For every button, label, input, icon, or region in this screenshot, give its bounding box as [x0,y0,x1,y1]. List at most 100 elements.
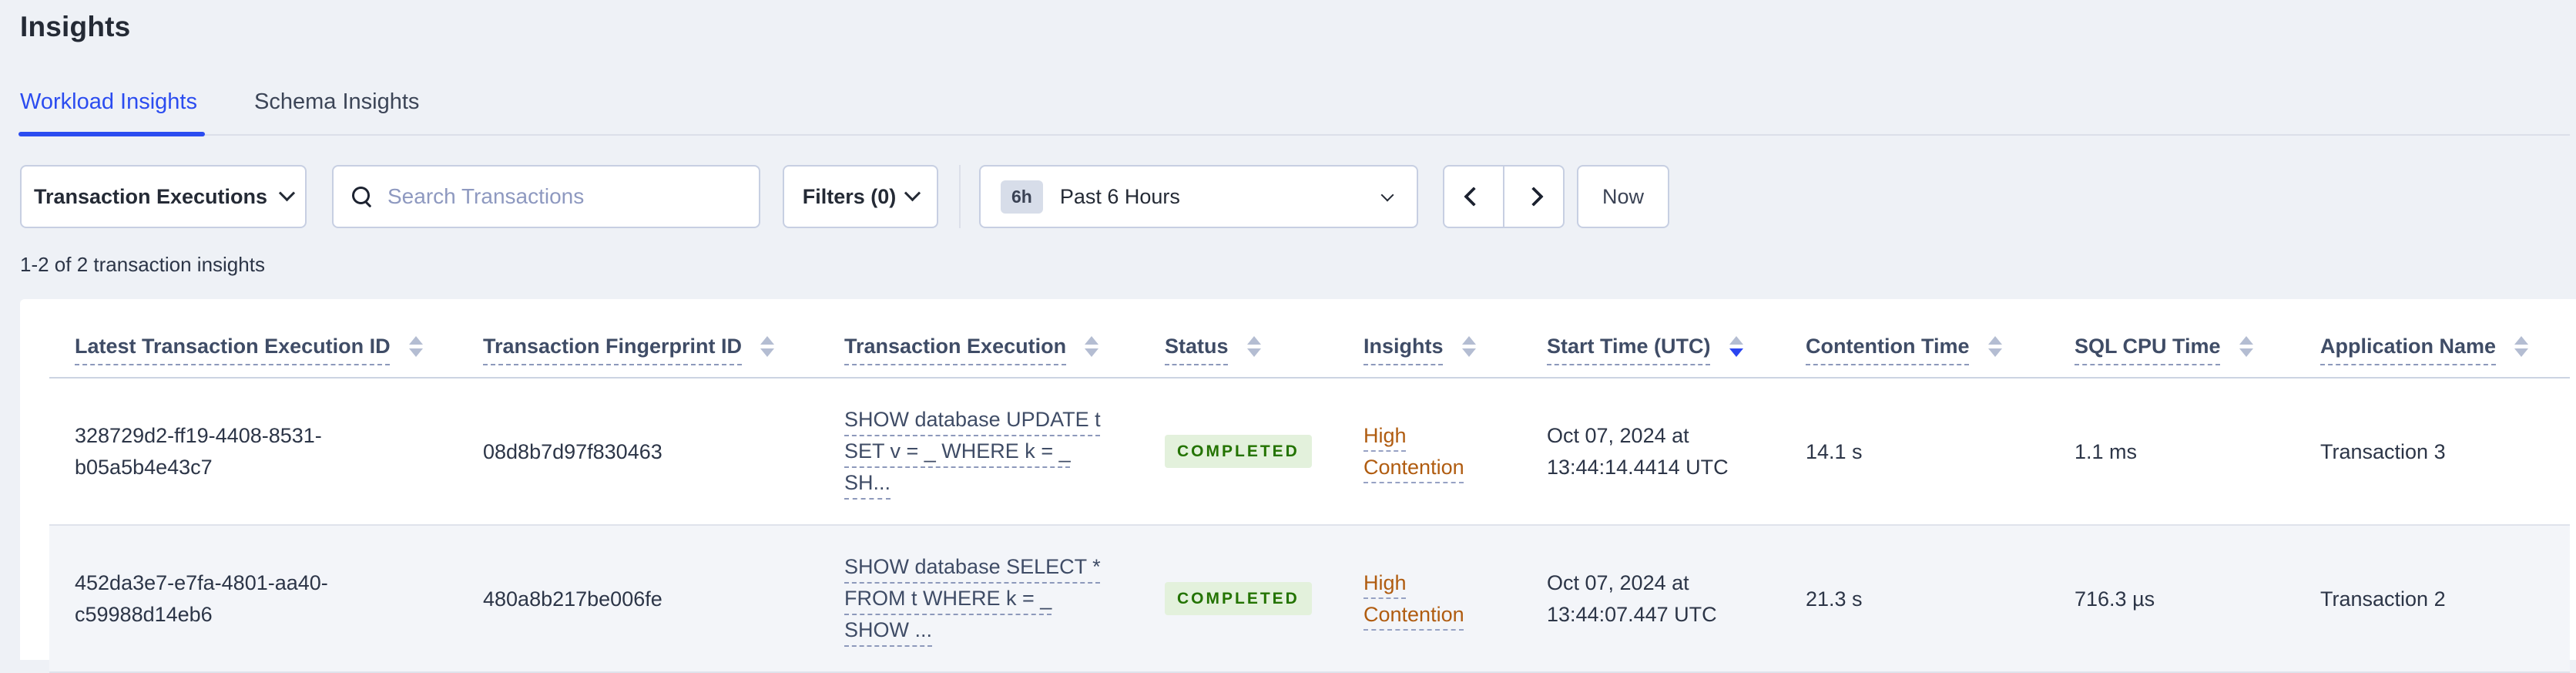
sort-descending-triangle-icon [408,348,423,357]
column-header-fingerprint_id[interactable]: Transaction Fingerprint ID [458,335,819,358]
results-summary: 1-2 of 2 transaction insights [20,253,265,276]
column-header-label: SQL CPU Time [2075,335,2221,358]
workload-type-select[interactable]: Transaction Executions [20,165,307,228]
sort-icon[interactable] [1085,336,1099,357]
table-body: 328729d2-ff19-4408-8531-b05a5b4e43c7 08d… [49,379,2570,673]
table-row: 452da3e7-e7fa-4801-aa40-c59988d14eb6 480… [49,526,2570,673]
sort-icon[interactable] [1461,336,1476,357]
toolbar-divider [959,165,961,228]
cell-start-time: Oct 07, 2024 at 13:44:07.447 UTC [1547,570,1717,626]
chevron-down-icon [904,184,921,201]
column-header-label: Latest Transaction Execution ID [75,335,391,358]
sort-ascending-triangle-icon [2239,336,2253,345]
previous-window-button[interactable] [1444,167,1503,227]
time-range-picker[interactable]: 6h Past 6 Hours [979,165,1418,228]
time-range-label: Past 6 Hours [1059,184,1180,208]
sort-icon[interactable] [2239,336,2253,357]
column-header-label: Application Name [2320,335,2497,358]
status-badge: COMPLETED [1165,582,1312,616]
cell-latest-execution-id: 328729d2-ff19-4408-8531-b05a5b4e43c7 [75,423,322,479]
sort-descending-triangle-icon [1987,348,2002,357]
cell-sql-cpu-time: 1.1 ms [2075,439,2138,463]
sort-ascending-triangle-icon [1085,336,1099,345]
column-header-label: Transaction Execution [844,335,1067,358]
search-input[interactable] [386,183,740,210]
sort-descending-triangle-icon [1729,348,1743,357]
insight-link[interactable]: High Contention [1363,570,1464,626]
sort-icon[interactable] [1246,336,1261,357]
sort-descending-triangle-icon [2514,348,2529,357]
filters-button[interactable]: Filters (0) [783,165,938,228]
page-title: Insights [20,11,131,42]
column-header-insights[interactable]: Insights [1338,335,1521,358]
cell-fingerprint-id: 480a8b217be006fe [483,587,662,611]
column-header-label: Start Time (UTC) [1547,335,1711,358]
column-header-sql_cpu_time[interactable]: SQL CPU Time [2049,335,2295,358]
sort-ascending-triangle-icon [1987,336,2002,345]
tab-schema-insights[interactable]: Schema Insights [254,89,420,114]
table-header-row: Latest Transaction Execution ID Transact… [49,299,2570,379]
tab-bar: Workload Insights Schema Insights [0,83,2576,139]
insights-table-card: Latest Transaction Execution ID Transact… [20,299,2576,673]
cell-fingerprint-id: 08d8b7d97f830463 [483,439,662,463]
sort-ascending-triangle-icon [760,336,775,345]
cell-start-time: Oct 07, 2024 at 13:44:14.4414 UTC [1547,423,1729,479]
cell-sql-cpu-time: 716.3 µs [2075,587,2155,611]
sort-icon[interactable] [760,336,775,357]
search-container[interactable] [332,165,760,228]
status-badge: COMPLETED [1165,435,1312,469]
column-header-status[interactable]: Status [1139,335,1338,358]
cell-transaction-execution: SHOW database SELECT * FROM t WHERE k = … [819,551,1139,646]
pager-divider [1503,167,1504,227]
cell-insights: High Contention [1338,567,1521,631]
active-tab-indicator [18,132,205,136]
sort-ascending-triangle-icon [2514,336,2529,345]
cell-contention-time: 14.1 s [1806,439,1863,463]
cell-application-name: Transaction 3 [2320,439,2446,463]
cell-status: COMPLETED [1139,435,1338,469]
insight-link[interactable]: High Contention [1363,423,1464,479]
column-header-label: Insights [1363,335,1444,358]
column-header-application_name[interactable]: Application Name [2295,335,2570,358]
sort-descending-triangle-icon [1246,348,1261,357]
column-header-label: Status [1165,335,1229,358]
sort-descending-triangle-icon [2239,348,2253,357]
now-button-label: Now [1602,184,1644,208]
cell-application-name: Transaction 2 [2320,587,2446,611]
cell-latest-execution-id: 452da3e7-e7fa-4801-aa40-c59988d14eb6 [75,570,328,626]
column-header-contention_time[interactable]: Contention Time [1780,335,2049,358]
transaction-insights-table: Latest Transaction Execution ID Transact… [49,299,2570,673]
column-header-start_time[interactable]: Start Time (UTC) [1521,335,1780,358]
sort-icon[interactable] [1729,336,1743,357]
sort-ascending-triangle-icon [1461,336,1476,345]
tab-workload-insights[interactable]: Workload Insights [20,89,197,114]
column-header-label: Contention Time [1806,335,1970,358]
workload-type-select-label: Transaction Executions [33,184,268,208]
chevron-right-icon [1524,187,1544,207]
sort-icon[interactable] [2514,336,2529,357]
sort-icon[interactable] [408,336,423,357]
sort-descending-triangle-icon [1085,348,1099,357]
cell-insights: High Contention [1338,420,1521,483]
transaction-execution-link[interactable]: SHOW database SELECT * FROM t WHERE k = … [844,555,1101,641]
column-header-label: Transaction Fingerprint ID [483,335,743,358]
cell-transaction-execution: SHOW database UPDATE t SET v = _ WHERE k… [819,404,1139,499]
column-header-latest_execution_id[interactable]: Latest Transaction Execution ID [49,335,458,358]
cell-contention-time: 21.3 s [1806,587,1863,611]
chevron-left-icon [1464,187,1484,207]
tab-track-line [20,134,2570,136]
toolbar: Transaction Executions Filters (0) 6h Pa… [0,165,2576,228]
transaction-execution-link[interactable]: SHOW database UPDATE t SET v = _ WHERE k… [844,408,1101,494]
sort-descending-triangle-icon [760,348,775,357]
table-row: 328729d2-ff19-4408-8531-b05a5b4e43c7 08d… [49,379,2570,526]
column-header-execution[interactable]: Transaction Execution [819,335,1139,358]
time-range-badge: 6h [1001,180,1043,214]
filters-button-label: Filters (0) [802,184,897,208]
chevron-down-icon [278,184,296,201]
next-window-button[interactable] [1504,167,1563,227]
now-button[interactable]: Now [1577,165,1669,228]
sort-descending-triangle-icon [1461,348,1476,357]
time-window-pager [1443,165,1565,228]
sort-icon[interactable] [1987,336,2002,357]
search-icon [352,187,372,208]
